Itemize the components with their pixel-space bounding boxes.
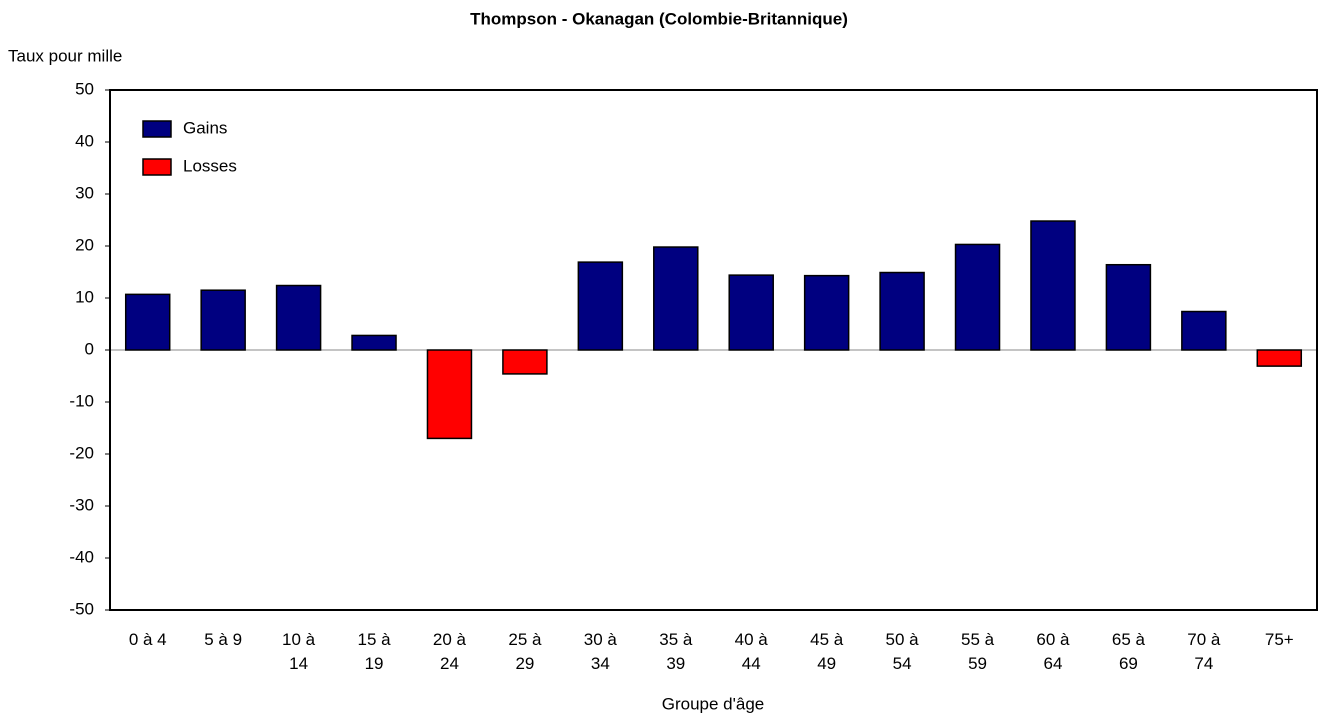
x-axis-label: Groupe d'âge	[662, 694, 765, 713]
x-tick-label: 25 à 29	[508, 630, 542, 673]
bar	[1030, 220, 1076, 351]
legend-label: Gains	[183, 118, 227, 137]
bar	[426, 349, 473, 440]
bar	[502, 349, 548, 375]
y-tick-label: -30	[69, 495, 94, 514]
bar	[275, 284, 322, 351]
x-tick-label: 15 à 19	[357, 630, 391, 673]
bar	[879, 271, 925, 351]
x-tick-label: 60 à 64	[1036, 630, 1070, 673]
y-tick-label: -50	[69, 599, 94, 618]
x-tick-label: 10 à 14	[282, 630, 316, 673]
x-tick-label: 30 à 34	[583, 630, 617, 673]
y-tick-label: 0	[85, 339, 94, 358]
bar	[1181, 310, 1227, 351]
bar	[954, 243, 1001, 351]
x-tick-label: 5 à 9	[204, 630, 243, 649]
x-tick-label: 35 à 39	[659, 630, 693, 673]
y-tick-label: -20	[69, 443, 94, 462]
y-tick-label: -10	[69, 391, 94, 410]
x-tick-label: 20 à 24	[432, 630, 467, 673]
legend-label: Losses	[183, 156, 237, 175]
bar	[803, 274, 850, 351]
x-tick-label: 50 à 54	[885, 630, 919, 673]
x-tick-label: 65 à 69	[1111, 630, 1145, 673]
y-tick-label: -40	[69, 547, 94, 566]
x-tick-label: 70 à 74	[1187, 630, 1221, 673]
chart-title: Thompson - Okanagan (Colombie-Britanniqu…	[470, 9, 848, 28]
y-tick-label: 50	[75, 79, 94, 98]
y-tick-label: 40	[75, 131, 94, 150]
bar	[577, 261, 624, 351]
x-tick-label: 45 à 49	[810, 630, 844, 673]
y-tick-label: 30	[75, 183, 94, 202]
legend-swatch	[142, 120, 172, 138]
bar	[728, 274, 774, 351]
x-tick-label: 55 à 59	[960, 630, 995, 673]
bar	[1105, 263, 1152, 351]
x-tick-label: 75+	[1264, 630, 1294, 649]
y-tick-label: 10	[75, 287, 94, 306]
bar	[124, 293, 171, 351]
x-tick-label: 40 à 44	[734, 630, 768, 673]
plot-frame	[109, 89, 1318, 611]
bar	[653, 246, 699, 351]
y-tick-label: 20	[75, 235, 94, 254]
x-tick-label: 0 à 4	[128, 630, 167, 649]
bar	[1256, 349, 1303, 367]
y-axis-label: Taux pour mille	[8, 46, 122, 65]
bar	[200, 289, 246, 351]
legend-swatch	[142, 158, 172, 176]
bar	[351, 334, 397, 351]
